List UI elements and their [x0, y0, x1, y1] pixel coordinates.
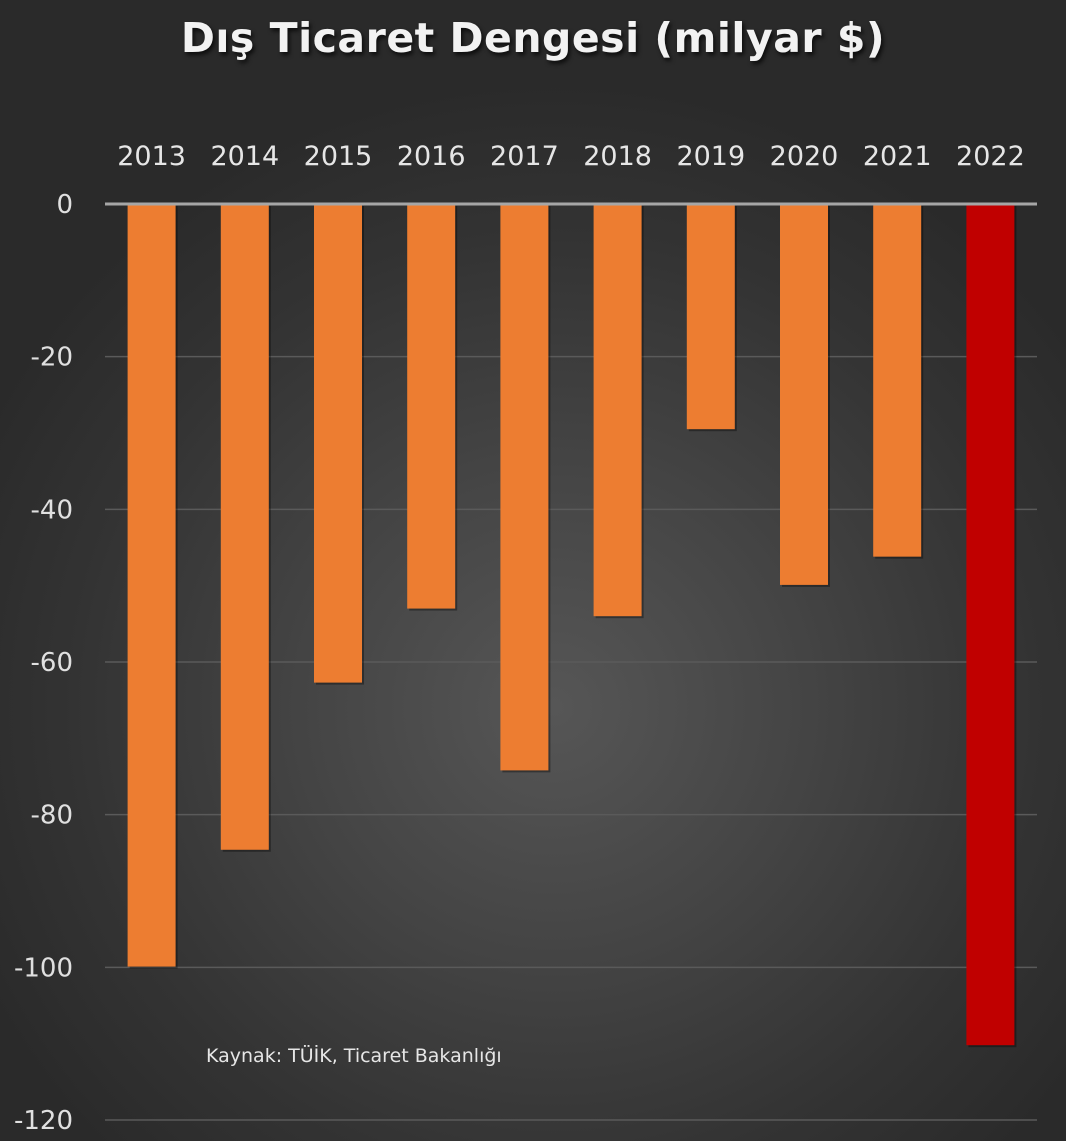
- y-tick-label: -40: [31, 495, 73, 525]
- y-tick-label: -60: [31, 648, 73, 678]
- x-tick-label: 2013: [117, 141, 186, 172]
- y-tick-label: -20: [31, 343, 73, 373]
- x-tick-label: 2018: [583, 141, 652, 172]
- bar-2019: [686, 204, 735, 430]
- bars: [127, 204, 1017, 1048]
- bar-2015: [314, 204, 362, 683]
- y-axis-ticks: 0 -20 -40 -60 -80 -100 -120: [14, 190, 73, 1136]
- y-tick-label: -80: [31, 801, 73, 831]
- x-axis-ticks: 2013 2014 2015 2016 2017 2018 2019 2020 2021 2022: [117, 141, 1025, 172]
- source-annotation: Kaynak: TÜİK, Ticaret Bakanlığı: [206, 1044, 502, 1067]
- bar-2020: [780, 204, 828, 585]
- bar-2021: [873, 204, 922, 557]
- chart-title: Dış Ticaret Dengesi (milyar $): [180, 14, 886, 62]
- bar-2013: [127, 204, 176, 967]
- y-tick-label: 0: [56, 190, 73, 220]
- x-tick-label: 2017: [490, 141, 559, 172]
- x-tick-label: 2020: [770, 141, 839, 172]
- bar-2016: [407, 204, 456, 609]
- bar-2022: [966, 204, 1015, 1046]
- x-tick-label: 2016: [397, 141, 466, 172]
- bar-2017: [500, 204, 549, 771]
- bar-2014: [220, 204, 269, 850]
- x-tick-label: 2019: [676, 141, 745, 172]
- y-tick-label: -120: [14, 1106, 73, 1136]
- x-tick-label: 2014: [210, 141, 279, 172]
- x-tick-label: 2015: [304, 141, 373, 172]
- x-tick-label: 2021: [863, 141, 932, 172]
- x-tick-label: 2022: [956, 141, 1025, 172]
- bar-2018: [593, 204, 642, 617]
- y-tick-label: -100: [14, 953, 73, 983]
